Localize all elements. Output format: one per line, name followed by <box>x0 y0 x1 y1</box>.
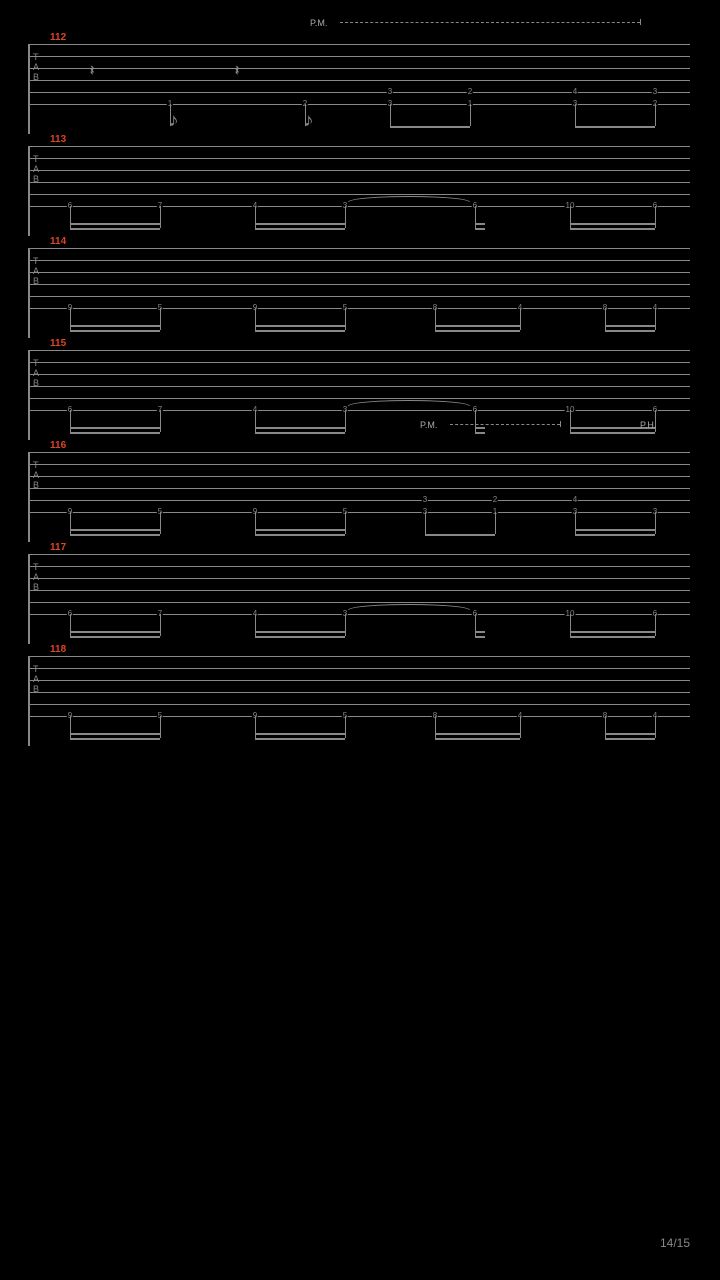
rest-symbol: 𝄽 <box>235 62 239 79</box>
pm-annotation-2: P.M. <box>420 420 437 430</box>
pm-end-1 <box>640 19 641 25</box>
measure-number: 116 <box>50 440 66 451</box>
measure-number: 115 <box>50 338 66 349</box>
measure-117: 117TAB67436106 <box>30 554 690 614</box>
note-flag: ♪ <box>303 110 314 131</box>
measure-number: 117 <box>50 542 66 553</box>
measure-114: 114TAB95958484 <box>30 248 690 308</box>
staff: TAB95958484 <box>30 248 690 308</box>
measure-113: 113TAB67436106 <box>30 146 690 206</box>
tab-sheet: P.M. 112TAB1233214332𝄽𝄽♪♪113TAB674361061… <box>0 0 720 716</box>
staff: TAB67436106 <box>30 554 690 614</box>
fret-number: 2 <box>492 495 498 504</box>
measure-112: 112TAB1233214332𝄽𝄽♪♪ <box>30 44 690 104</box>
staff: TAB95953321433 <box>30 452 690 512</box>
measure-116: P.M.P.H.116TAB95953321433 <box>30 452 690 512</box>
staff: TAB67436106 <box>30 350 690 410</box>
rest-symbol: 𝄽 <box>90 62 94 79</box>
fret-number: 2 <box>467 87 473 96</box>
pm-line-1 <box>340 22 640 23</box>
tie-arc <box>348 400 470 406</box>
measure-number: 114 <box>50 236 66 247</box>
ph-annotation: P.H. <box>640 420 656 430</box>
page-number: 14/15 <box>660 1236 690 1250</box>
tie-arc <box>348 604 470 610</box>
staff: TAB67436106 <box>30 146 690 206</box>
measure-118: 118TAB95958484 <box>30 656 690 716</box>
tie-arc <box>348 196 470 202</box>
staff: TAB1233214332𝄽𝄽♪♪ <box>30 44 690 104</box>
measure-number: 112 <box>50 32 66 43</box>
pm-annotation-1: P.M. <box>310 18 327 28</box>
measure-115: 115TAB67436106 <box>30 350 690 410</box>
fret-number: 4 <box>572 87 578 96</box>
staff: TAB95958484 <box>30 656 690 716</box>
fret-number: 3 <box>652 87 658 96</box>
note-flag: ♪ <box>168 110 179 131</box>
measure-number: 118 <box>50 644 66 655</box>
fret-number: 3 <box>387 87 393 96</box>
fret-number: 3 <box>422 495 428 504</box>
fret-number: 4 <box>572 495 578 504</box>
measure-number: 113 <box>50 134 66 145</box>
